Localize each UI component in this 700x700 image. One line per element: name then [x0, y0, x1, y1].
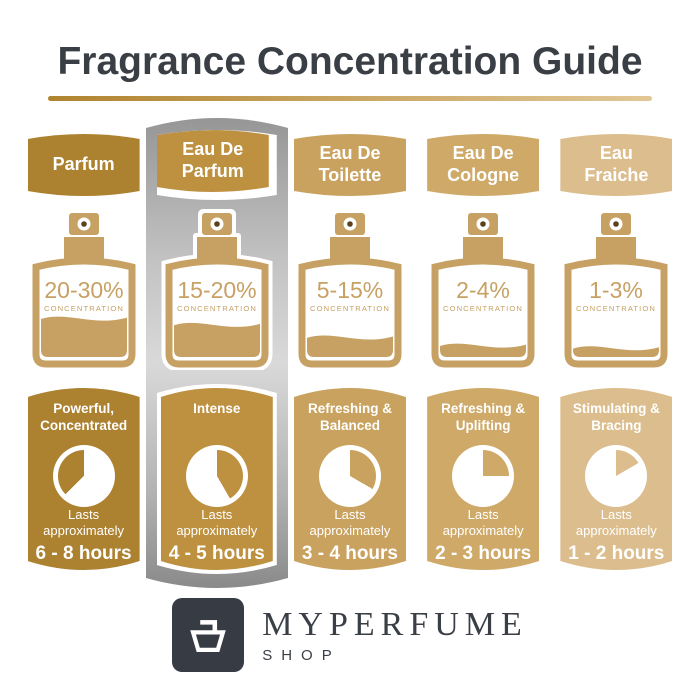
- lasts-text: Lasts approximately: [309, 507, 391, 539]
- brand-logo: MYPERFUME SHOP: [0, 598, 700, 672]
- svg-text:CONCENTRATION: CONCENTRATION: [443, 304, 523, 313]
- clock-pie-icon: [319, 445, 381, 507]
- info-card: Refreshing & Balanced Lasts approximatel…: [294, 388, 406, 570]
- column-eau-de-toilette: Eau De Toilette 5-15% CONCENTRATION Refre…: [283, 130, 416, 574]
- page-title: Fragrance Concentration Guide: [57, 40, 643, 83]
- svg-text:CONCENTRATION: CONCENTRATION: [44, 304, 124, 313]
- svg-text:CONCENTRATION: CONCENTRATION: [177, 304, 257, 313]
- svg-text:1-3%: 1-3%: [589, 277, 643, 303]
- character-text: Stimulating & Bracing: [572, 401, 660, 433]
- shop-bottle-icon: [190, 620, 226, 653]
- svg-text:15-20%: 15-20%: [177, 277, 256, 303]
- clock-pie-icon: [452, 445, 514, 507]
- brand-sub: SHOP: [262, 647, 341, 664]
- category-badge: Parfum: [28, 134, 140, 196]
- character-text: Refreshing & Balanced: [307, 401, 392, 433]
- category-label: Eau De Cologne: [447, 143, 520, 185]
- svg-text:5-15%: 5-15%: [317, 277, 383, 303]
- svg-text:CONCENTRATION: CONCENTRATION: [576, 304, 656, 313]
- svg-text:CONCENTRATION: CONCENTRATION: [310, 304, 390, 313]
- duration-text: 6 - 8 hours: [35, 542, 132, 564]
- lasts-text: Lasts approximately: [176, 507, 258, 539]
- info-card-border: Intense Lasts approximately 4 - 5 hours: [157, 384, 277, 574]
- info-card: Stimulating & Bracing Lasts approximatel…: [560, 388, 672, 570]
- clock-pie-icon: [53, 445, 115, 507]
- columns-grid: Parfum 20-30% CONCENTRATION Powerful, Con…: [17, 130, 683, 574]
- duration-text: 4 - 5 hours: [168, 542, 265, 564]
- category-badge: Eau De Parfum: [157, 130, 269, 192]
- lasts-text: Lasts approximately: [442, 507, 524, 539]
- lasts-text: Lasts approximately: [575, 507, 657, 539]
- svg-text:2-4%: 2-4%: [456, 277, 510, 303]
- clock-pie-icon: [186, 445, 248, 507]
- category-label: Eau De Parfum: [181, 139, 244, 181]
- perfume-bottle-icon: 5-15% CONCENTRATION: [292, 208, 408, 370]
- category-badge: Eau De Cologne: [427, 134, 539, 196]
- category-badge: Eau De Toilette: [294, 134, 406, 196]
- category-badge-border: Eau De Parfum: [157, 130, 277, 200]
- svg-text:20-30%: 20-30%: [44, 277, 123, 303]
- column-eau-fraiche: Eau Fraiche 1-3% CONCENTRATION Stimulatin…: [550, 130, 683, 574]
- column-eau-de-cologne: Eau De Cologne 2-4% CONCENTRATION Refresh…: [417, 130, 550, 574]
- duration-text: 2 - 3 hours: [435, 542, 532, 564]
- category-badge: Eau Fraiche: [560, 134, 672, 196]
- perfume-bottle-icon: 15-20% CONCENTRATION: [159, 208, 275, 372]
- perfume-bottle-icon: 2-4% CONCENTRATION: [425, 208, 541, 370]
- column-parfum: Parfum 20-30% CONCENTRATION Powerful, Con…: [17, 130, 150, 574]
- duration-text: 1 - 2 hours: [568, 542, 665, 564]
- category-label: Eau De Toilette: [318, 143, 382, 185]
- info-card: Refreshing & Uplifting Lasts approximate…: [427, 388, 539, 570]
- brand-name: MYPERFUME: [262, 606, 528, 643]
- title-underline: [48, 96, 652, 101]
- character-text: Powerful, Concentrated: [40, 401, 128, 433]
- clock-pie-icon: [585, 445, 647, 507]
- column-eau-de-parfum: Eau De Parfum 15-20% CONCENTRATION Intens…: [150, 130, 283, 574]
- category-label: Eau Fraiche: [584, 143, 649, 185]
- lasts-text: Lasts approximately: [43, 507, 125, 539]
- category-label: Parfum: [52, 154, 115, 175]
- duration-text: 3 - 4 hours: [301, 542, 398, 564]
- perfume-bottle-icon: 1-3% CONCENTRATION: [558, 208, 674, 370]
- info-card: Intense Lasts approximately 4 - 5 hours: [161, 388, 273, 570]
- shop-logo-badge: [172, 598, 245, 672]
- character-text: Intense: [193, 401, 241, 416]
- info-card: Powerful, Concentrated Lasts approximate…: [28, 388, 140, 570]
- character-text: Refreshing & Uplifting: [441, 401, 526, 433]
- perfume-bottle-icon: 20-30% CONCENTRATION: [26, 208, 142, 370]
